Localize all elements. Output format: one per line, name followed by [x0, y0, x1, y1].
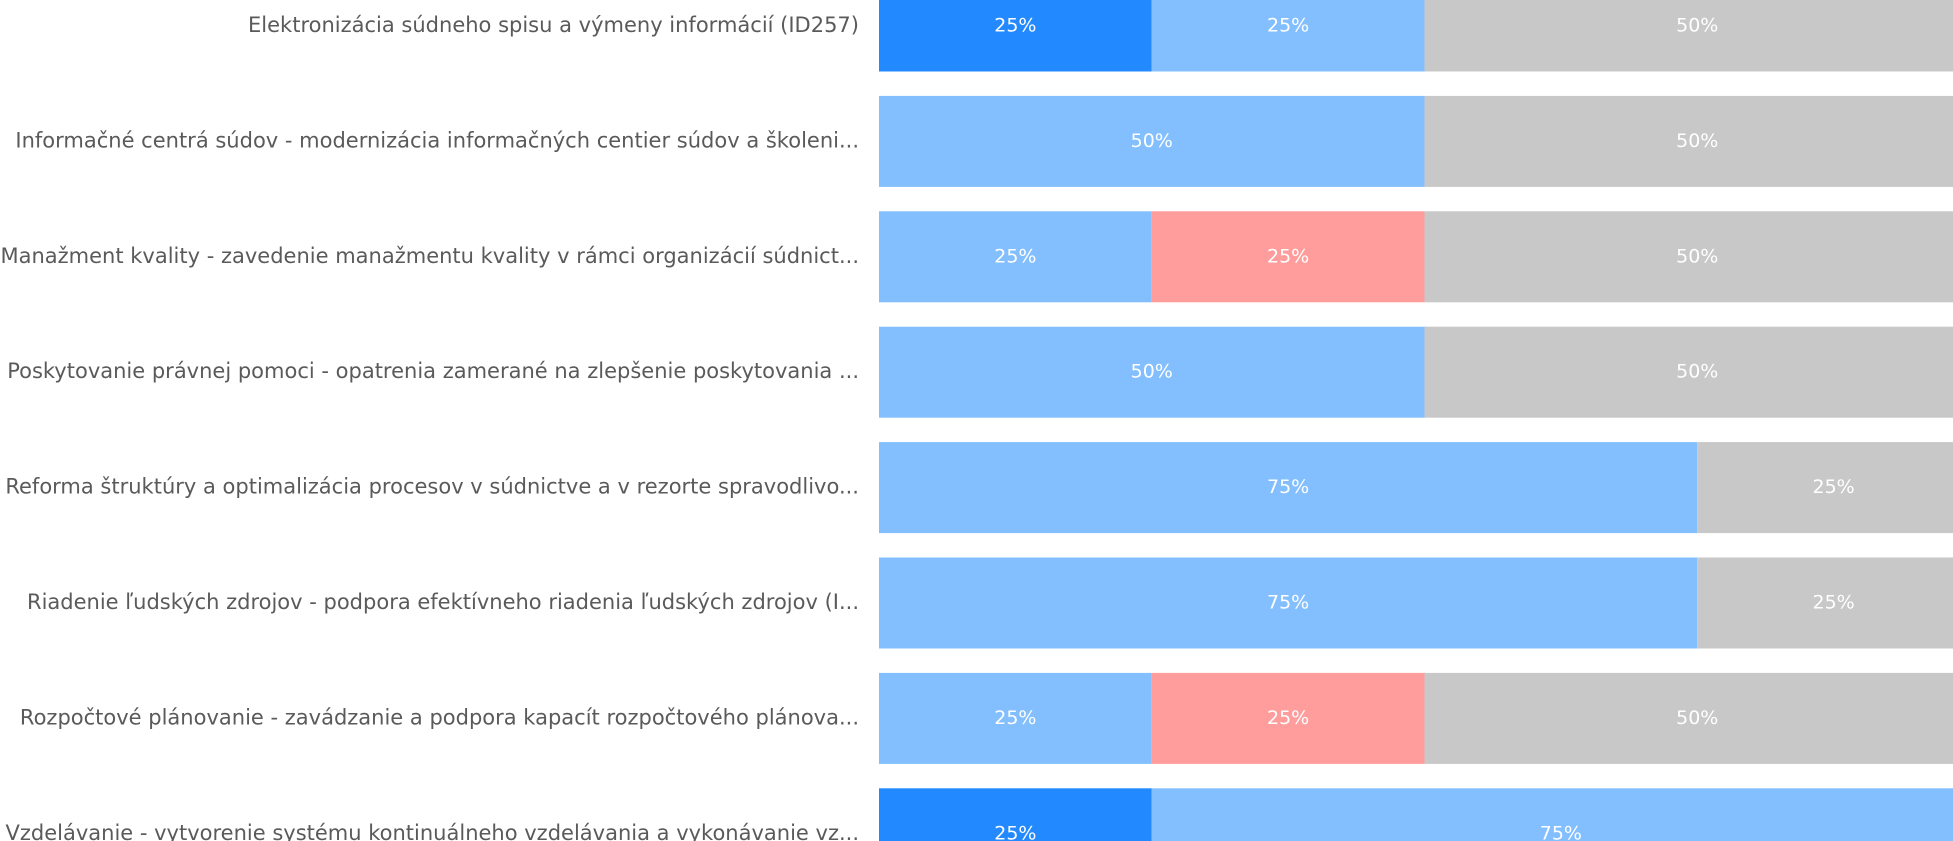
category-label: Riadenie ľudských zdrojov - podpora efek… — [27, 590, 859, 614]
bar-segment — [879, 326, 1425, 418]
category-label: Reforma štruktúry a optimalizácia proces… — [5, 475, 859, 499]
value-label: 25% — [994, 245, 1036, 267]
value-label: 25% — [1267, 245, 1309, 267]
category-label: Manažment kvality - zavedenie manažmentu… — [0, 244, 859, 268]
bar-segment — [879, 672, 1152, 764]
bar-segment — [1424, 95, 1953, 187]
bar-segment — [1424, 0, 1953, 72]
value-label: 50% — [1676, 130, 1718, 152]
bar-segment — [1151, 211, 1425, 303]
value-label: 75% — [1267, 476, 1309, 498]
bar-segment — [879, 211, 1152, 303]
value-label: 25% — [1813, 476, 1855, 498]
value-label: 75% — [1540, 822, 1582, 841]
bar-segment — [879, 442, 1698, 534]
value-label: 50% — [1676, 707, 1718, 729]
value-label: 50% — [1676, 245, 1718, 267]
bar-segment — [1424, 211, 1953, 303]
bar-segment — [1424, 672, 1953, 764]
value-label: 25% — [1267, 15, 1309, 37]
category-label: Vzdelávanie - vytvorenie systému kontinu… — [6, 821, 860, 841]
bar-segment — [1151, 788, 1953, 841]
bar-segment — [1424, 326, 1953, 418]
bar-segment — [1151, 672, 1425, 764]
bar-segment — [879, 557, 1698, 649]
value-label: 50% — [1131, 361, 1173, 383]
value-label: 25% — [1813, 592, 1855, 614]
bar-segment — [879, 0, 1152, 72]
value-label: 50% — [1131, 130, 1173, 152]
bar-segment — [879, 788, 1152, 841]
value-label: 50% — [1676, 361, 1718, 383]
value-label: 25% — [994, 15, 1036, 37]
value-label: 25% — [994, 822, 1036, 841]
category-label: Rozpočtové plánovanie - zavádzanie a pod… — [20, 705, 859, 729]
value-label: 25% — [1267, 707, 1309, 729]
value-label: 25% — [994, 707, 1036, 729]
category-label: Informačné centrá súdov - modernizácia i… — [15, 128, 859, 152]
bar-segment — [879, 95, 1425, 187]
category-label: Elektronizácia súdneho spisu a výmeny in… — [248, 13, 859, 37]
bar-segment — [1151, 0, 1425, 72]
value-label: 50% — [1676, 15, 1718, 37]
bar-segment — [1697, 442, 1953, 534]
category-label: Poskytovanie právnej pomoci - opatrenia … — [7, 359, 859, 383]
bar-segment — [1697, 557, 1953, 649]
value-label: 75% — [1267, 592, 1309, 614]
